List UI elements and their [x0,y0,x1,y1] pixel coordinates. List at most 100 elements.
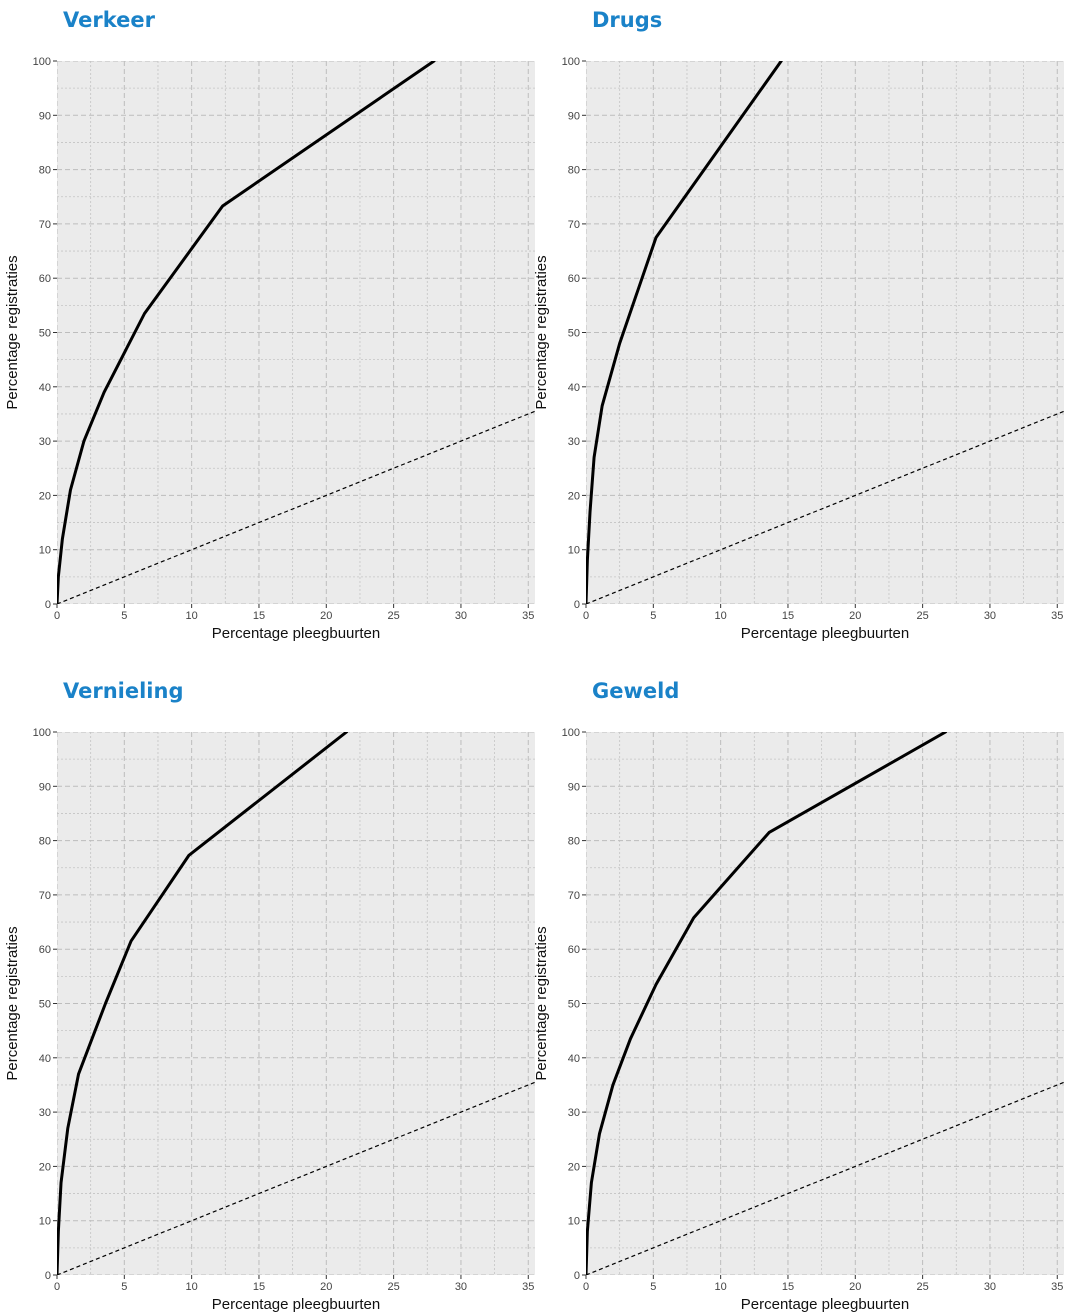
x-axis-title: Percentage pleegbuurten [741,625,909,642]
reference-diagonal-line [586,1081,1064,1275]
x-tick-label: 25 [387,610,399,622]
y-tick-label: 20 [39,1161,51,1173]
chart-title: Vernieling [63,679,183,703]
x-tick-label: 0 [54,1281,60,1293]
y-tick-label: 40 [39,1053,51,1065]
y-tick-label: 80 [39,836,51,848]
y-tick-label: 40 [568,382,580,394]
y-tick-label: 10 [39,1216,51,1228]
y-tick-label: 90 [568,781,580,793]
curve-line [586,61,783,604]
x-tick-label: 20 [849,610,861,622]
plot-area [586,61,1064,604]
reference-diagonal-line [57,410,535,604]
x-axis-title: Percentage pleegbuurten [741,1296,909,1312]
y-axis-title: Percentage registraties [4,926,21,1080]
y-tick-label: 60 [568,273,580,285]
x-tick-label: 30 [455,1281,467,1293]
y-tick-label: 70 [39,219,51,231]
curve-line [57,61,436,604]
y-tick-label: 100 [562,56,580,68]
y-tick-label: 70 [568,890,580,902]
y-tick-label: 60 [39,944,51,956]
y-tick-label: 10 [568,545,580,557]
y-tick-label: 0 [574,1270,580,1282]
reference-diagonal-line [586,410,1064,604]
y-tick-label: 20 [568,490,580,502]
x-tick-label: 20 [320,1281,332,1293]
x-tick-label: 15 [253,1281,265,1293]
curve-line [586,732,948,1275]
x-tick-label: 25 [916,610,928,622]
plot-background [586,61,1064,604]
y-tick-label: 100 [33,727,51,739]
x-tick-label: 35 [522,610,534,622]
plot-area [57,732,535,1275]
y-tick-label: 100 [562,727,580,739]
y-tick-label: 50 [39,999,51,1011]
y-tick-label: 100 [33,56,51,68]
x-tick-label: 35 [522,1281,534,1293]
x-tick-label: 5 [121,1281,127,1293]
chart-title: Verkeer [63,8,156,32]
x-tick-label: 10 [715,1281,727,1293]
plot-background [57,732,535,1275]
y-tick-label: 70 [568,219,580,231]
x-tick-label: 15 [782,610,794,622]
chart-panel-1: Verkeer 0 5 10 15 20 25 30 35 0 10 20 30 40 50 60 70 80 90… [4,8,535,642]
y-axis-title: Percentage registraties [4,255,21,409]
x-tick-label: 20 [849,1281,861,1293]
y-tick-label: 0 [574,599,580,611]
x-tick-label: 20 [320,610,332,622]
x-tick-label: 0 [54,610,60,622]
y-tick-label: 80 [568,165,580,177]
x-tick-label: 5 [121,610,127,622]
x-tick-label: 30 [984,610,996,622]
x-tick-label: 25 [916,1281,928,1293]
x-tick-label: 5 [650,1281,656,1293]
chart-title: Drugs [592,8,662,32]
y-axis-title: Percentage registraties [533,255,550,409]
y-tick-label: 90 [39,781,51,793]
y-tick-label: 50 [39,328,51,340]
y-tick-label: 20 [39,490,51,502]
chart-title: Geweld [592,679,679,703]
x-tick-label: 35 [1051,610,1063,622]
x-tick-label: 15 [782,1281,794,1293]
y-tick-label: 30 [568,1107,580,1119]
curve-line [57,732,348,1275]
y-tick-label: 30 [39,1107,51,1119]
y-tick-label: 30 [568,436,580,448]
plot-area [57,61,535,604]
plot-background [57,61,535,604]
x-tick-label: 35 [1051,1281,1063,1293]
x-tick-label: 25 [387,1281,399,1293]
y-tick-label: 40 [39,382,51,394]
y-tick-label: 70 [39,890,51,902]
y-tick-label: 30 [39,436,51,448]
plot-background [586,732,1064,1275]
y-tick-label: 50 [568,999,580,1011]
y-tick-label: 90 [39,110,51,122]
y-tick-label: 90 [568,110,580,122]
x-tick-label: 10 [186,610,198,622]
x-tick-label: 10 [715,610,727,622]
x-tick-label: 0 [583,1281,589,1293]
y-tick-label: 0 [45,1270,51,1282]
y-tick-label: 60 [39,273,51,285]
chart-panel-4: Geweld 0 5 10 15 20 25 30 35 0 10 20 30 40 50 60 70 80 90 1… [533,679,1064,1312]
x-tick-label: 10 [186,1281,198,1293]
chart-panel-2: Drugs 0 5 10 15 20 25 30 35 0 10 20 30 40 50 60 70 80 90 10… [533,8,1064,642]
x-tick-label: 15 [253,610,265,622]
y-tick-label: 0 [45,599,51,611]
x-axis-title: Percentage pleegbuurten [212,625,380,642]
y-tick-label: 80 [568,836,580,848]
y-tick-label: 50 [568,328,580,340]
chart-panel-3: Vernieling 0 5 10 15 20 25 30 35 0 10 20 30 40 50 60 70 8… [4,679,535,1312]
x-tick-label: 0 [583,610,589,622]
y-tick-label: 10 [39,545,51,557]
x-axis-title: Percentage pleegbuurten [212,1296,380,1312]
x-tick-label: 30 [984,1281,996,1293]
plot-area [586,732,1064,1275]
